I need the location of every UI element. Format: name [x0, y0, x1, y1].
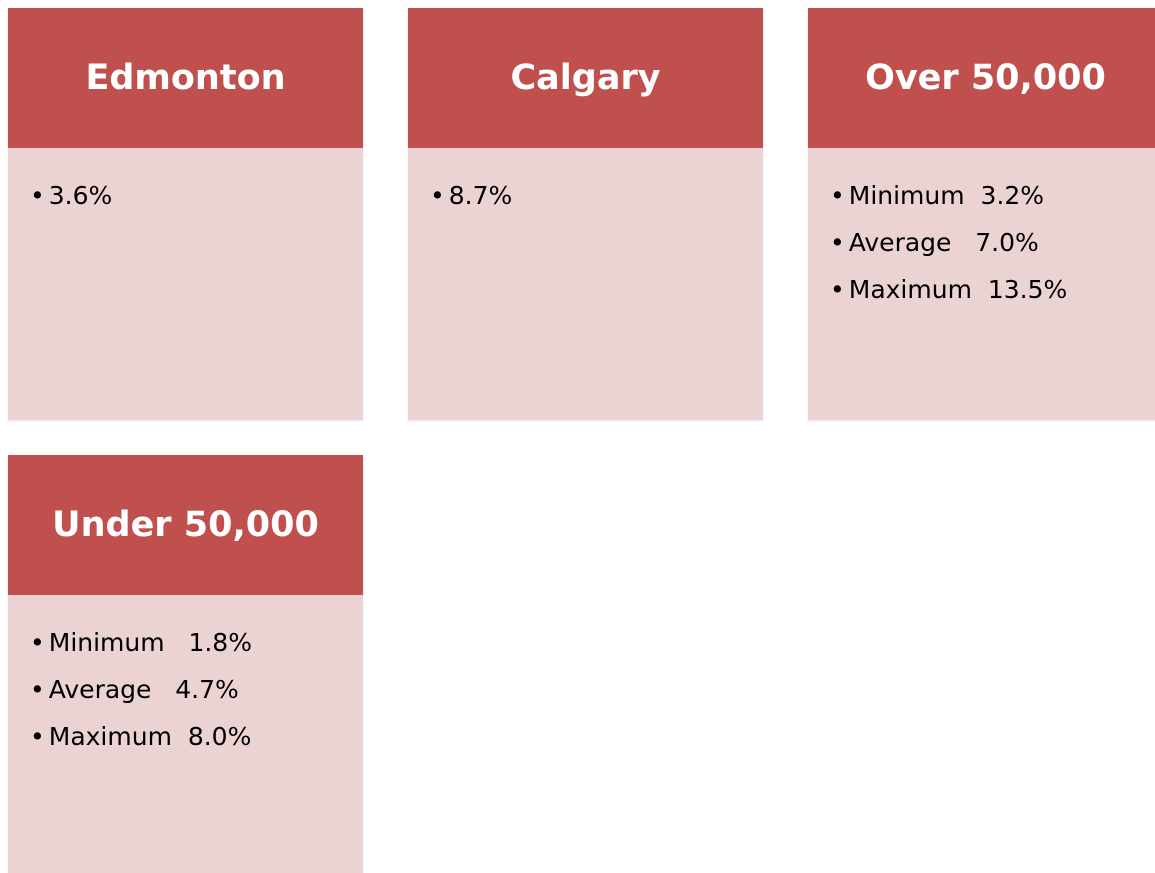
card-body: 3.6%: [8, 148, 363, 420]
card-title: Edmonton: [8, 8, 363, 148]
bullet-item: Maximum 8.0%: [8, 713, 363, 760]
bullet-item: Average 4.7%: [8, 666, 363, 713]
card-title: Calgary: [408, 8, 763, 148]
bullet-item: Minimum 1.8%: [8, 619, 363, 666]
card: Edmonton 3.6%: [8, 8, 363, 420]
card-body: 8.7%: [408, 148, 763, 420]
card-title: Under 50,000: [8, 455, 363, 595]
bullet-item: Average 7.0%: [808, 219, 1155, 266]
card: Calgary 8.7%: [408, 8, 763, 420]
bullet-item: Maximum 13.5%: [808, 266, 1155, 313]
bullet-item: Minimum 3.2%: [808, 172, 1155, 219]
bullet-item: 3.6%: [8, 172, 363, 219]
card: Under 50,000Minimum 1.8%Average 4.7%Maxi…: [8, 455, 363, 873]
card: Over 50,000Minimum 3.2%Average 7.0%Maxim…: [808, 8, 1155, 420]
bullet-item: 8.7%: [408, 172, 763, 219]
card-body: Minimum 3.2%Average 7.0%Maximum 13.5%: [808, 148, 1155, 420]
card-title: Over 50,000: [808, 8, 1155, 148]
card-body: Minimum 1.8%Average 4.7%Maximum 8.0%: [8, 595, 363, 873]
